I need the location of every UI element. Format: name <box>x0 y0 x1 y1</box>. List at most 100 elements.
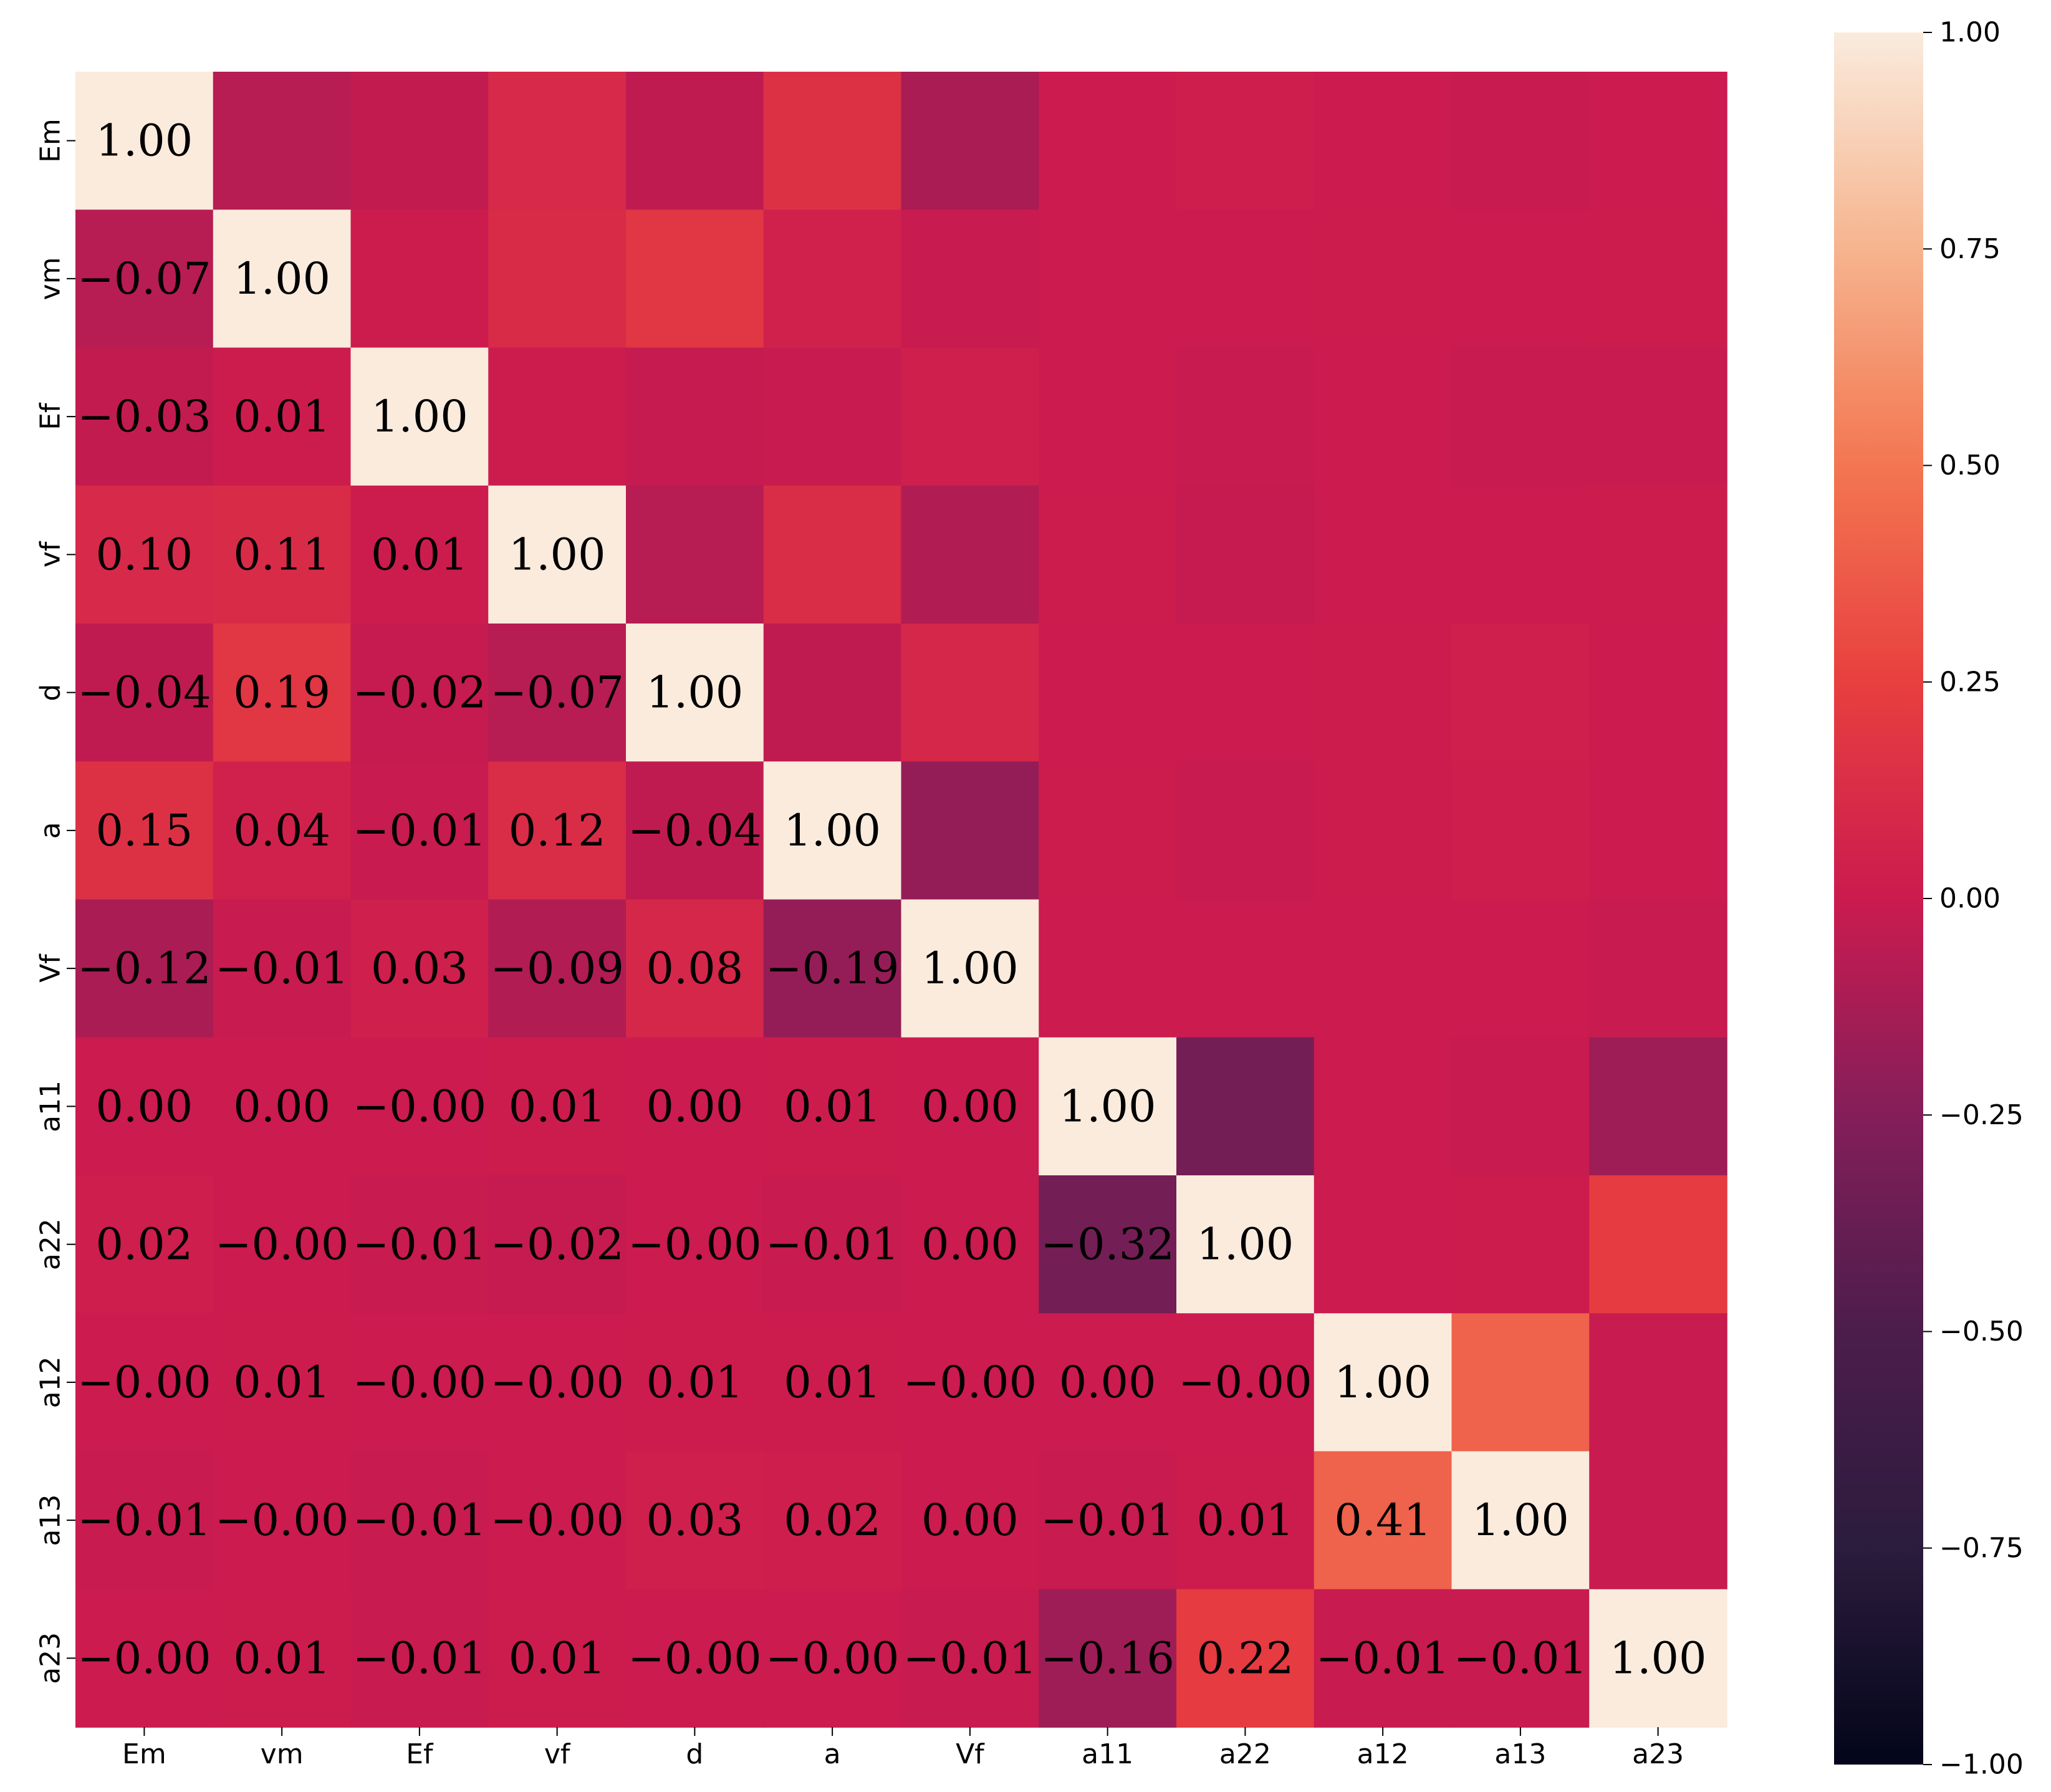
cell-annotation: 0.01 <box>371 529 468 580</box>
x-tick-label: d <box>686 1738 703 1770</box>
heatmap-cell-a12-a23 <box>1589 1313 1727 1452</box>
heatmap-cell-a13-Em <box>75 1451 214 1590</box>
cell-annotation: 0.15 <box>95 805 193 856</box>
heatmap-cell-a11-a11 <box>1039 1037 1177 1176</box>
cell-annotation: 0.03 <box>371 943 468 994</box>
heatmap-cell-a22-Ef <box>350 1175 489 1314</box>
heatmap-cell-vf-a11 <box>1039 485 1177 624</box>
heatmap-cell-a11-Vf <box>901 1037 1040 1176</box>
cell-annotation: 0.01 <box>646 1357 743 1408</box>
y-tick-label: Vf <box>35 953 67 983</box>
heatmap-cell-a11-a13 <box>1451 1037 1590 1176</box>
heatmap-cell-a12-Ef <box>350 1313 489 1452</box>
cell-annotation: 0.41 <box>1334 1495 1431 1546</box>
heatmap-cell-d-d <box>626 624 764 763</box>
cell-annotation: −0.01 <box>903 1632 1037 1684</box>
heatmap-cell-a11-Em <box>75 1037 214 1176</box>
y-tick-label: a13 <box>35 1495 67 1546</box>
heatmap-cell-vf-vf <box>488 485 627 624</box>
heatmap-cell-a23-Vf <box>901 1589 1040 1728</box>
heatmap-cell-a-a13 <box>1451 761 1590 900</box>
colorbar-tick-label: −0.75 <box>1939 1532 2024 1564</box>
heatmap-cell-a23-vm <box>213 1589 352 1728</box>
heatmap-cell-vm-a12 <box>1314 210 1453 349</box>
heatmap-cell-vm-a13 <box>1451 210 1590 349</box>
heatmap-cell-a22-a22 <box>1176 1175 1315 1314</box>
heatmap-cell-a23-a <box>763 1589 902 1728</box>
heatmap-cell-a23-Ef <box>350 1589 489 1728</box>
cell-annotation: −0.00 <box>353 1081 487 1132</box>
x-tick-label: a11 <box>1082 1738 1133 1770</box>
cell-annotation: −0.01 <box>1040 1495 1174 1546</box>
y-tick-label: Ef <box>35 402 67 430</box>
heatmap-cell-a13-Vf <box>901 1451 1040 1590</box>
heatmap-cell-vf-a12 <box>1314 485 1453 624</box>
x-tick-label: vf <box>544 1738 571 1770</box>
heatmap-cell-a-vm <box>213 761 352 900</box>
cell-annotation: 0.01 <box>233 1632 330 1684</box>
heatmap-cell-a23-a11 <box>1039 1589 1177 1728</box>
cell-annotation: −0.04 <box>628 805 762 856</box>
heatmap-cell-a23-a12 <box>1314 1589 1453 1728</box>
heatmap-cell-Ef-d <box>626 347 764 486</box>
heatmap-cell-d-Ef <box>350 624 489 763</box>
heatmap-cell-a23-a22 <box>1176 1589 1315 1728</box>
cell-annotation: 1.00 <box>1059 1081 1156 1132</box>
cell-annotation: 1.00 <box>1196 1219 1294 1270</box>
x-axis: Em vm Ef vf d a Vf a11 a22 a12 a13 a23 <box>122 1727 1684 1770</box>
heatmap-cell-a12-a22 <box>1176 1313 1315 1452</box>
cell-annotation: −0.02 <box>490 1219 624 1270</box>
heatmap-cell-Vf-vm <box>213 899 352 1038</box>
cell-annotation: 0.08 <box>646 943 743 994</box>
cell-annotation: 0.00 <box>921 1495 1019 1546</box>
cell-annotation: 0.03 <box>646 1495 743 1546</box>
heatmap-cell-Ef-Vf <box>901 347 1040 486</box>
cell-annotation: −0.00 <box>215 1495 349 1546</box>
heatmap-cell-a22-Vf <box>901 1175 1040 1314</box>
heatmap-cell-Vf-d <box>626 899 764 1038</box>
heatmap-cell-Ef-a13 <box>1451 347 1590 486</box>
cell-annotation: 0.02 <box>95 1219 193 1270</box>
cell-annotation: −0.00 <box>215 1219 349 1270</box>
cell-annotation: 0.01 <box>233 1357 330 1408</box>
colorbar-tick-label: 1.00 <box>1939 17 2001 49</box>
heatmap-cell-vf-Vf <box>901 485 1040 624</box>
heatmap-cell-Vf-a23 <box>1589 899 1727 1038</box>
heatmap-cell-a11-d <box>626 1037 764 1176</box>
heatmap-cell-a13-a12 <box>1314 1451 1453 1590</box>
cell-annotation: −0.01 <box>215 943 349 994</box>
heatmap-cell-vf-Ef <box>350 485 489 624</box>
heatmap-cell-Em-a <box>763 72 902 211</box>
heatmap-cell-a13-a11 <box>1039 1451 1177 1590</box>
y-tick-label: a22 <box>35 1218 67 1270</box>
cell-annotation: −0.00 <box>77 1357 211 1408</box>
cell-annotation: 1.00 <box>233 253 330 304</box>
heatmap-cell-a11-Ef <box>350 1037 489 1176</box>
heatmap-cell-Vf-Ef <box>350 899 489 1038</box>
heatmap-cell-vf-a22 <box>1176 485 1315 624</box>
y-tick-label: d <box>35 684 67 701</box>
heatmap-cell-d-Vf <box>901 624 1040 763</box>
cell-annotation: 1.00 <box>1610 1632 1707 1684</box>
heatmap-cell-Em-Ef <box>350 72 489 211</box>
heatmap-cell-Ef-a12 <box>1314 347 1453 486</box>
cell-annotation: 1.00 <box>95 115 193 166</box>
y-axis: Em vm Ef vf d a Vf a11 a22 a12 a13 a23 <box>35 118 75 1684</box>
cell-annotation: −0.01 <box>1316 1632 1450 1684</box>
heatmap-cell-vf-vm <box>213 485 352 624</box>
cell-annotation: 0.00 <box>921 1219 1019 1270</box>
heatmap-cell-a11-a22 <box>1176 1037 1315 1176</box>
heatmap-cell-Em-vf <box>488 72 627 211</box>
cell-annotation: −0.00 <box>490 1357 624 1408</box>
heatmap-cell-Em-a13 <box>1451 72 1590 211</box>
heatmap-cell-a-Em <box>75 761 214 900</box>
heatmap-cell-d-vm <box>213 624 352 763</box>
cell-annotation: 0.01 <box>1196 1495 1294 1546</box>
heatmap-cell-d-a11 <box>1039 624 1177 763</box>
cell-annotation: 0.19 <box>233 667 330 718</box>
colorbar-bar <box>1834 32 1923 1765</box>
heatmap-cell-Vf-a <box>763 899 902 1038</box>
heatmap-cell-Ef-a <box>763 347 902 486</box>
